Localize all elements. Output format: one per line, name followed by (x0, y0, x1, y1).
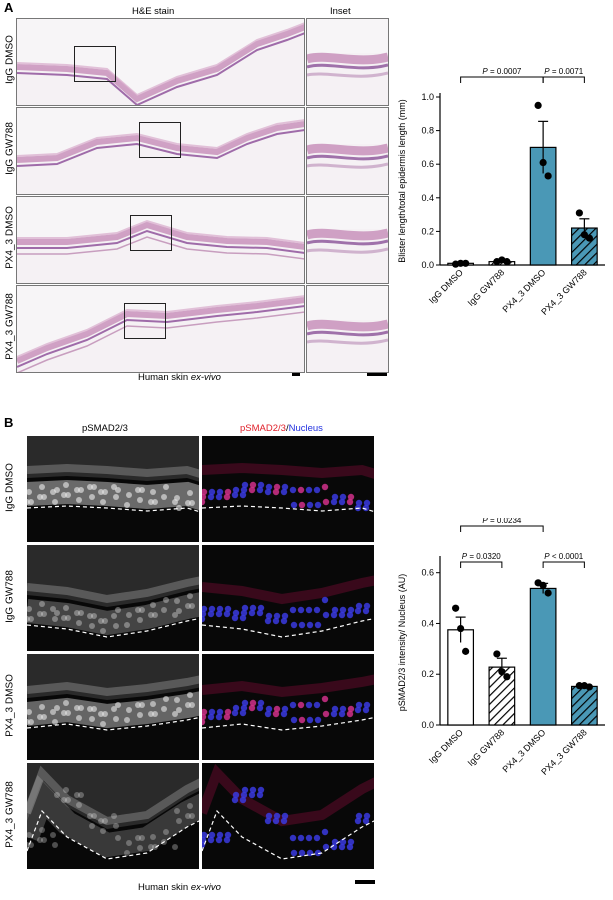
p-value-label: P = 0.0071 (544, 67, 583, 76)
p-value-label: P < 0.0001 (544, 552, 583, 561)
data-point (462, 259, 470, 267)
inset-region-box (124, 303, 166, 339)
he-row-label: PX4_3 GW788 (4, 293, 16, 360)
psmad-nucleus-merge-image (202, 545, 374, 651)
y-tick-label: 0.6 (421, 568, 434, 578)
significance-bracket (542, 561, 585, 568)
data-point (575, 682, 583, 690)
y-tick-label: 0.4 (421, 193, 434, 203)
y-tick-label: 1.0 (421, 92, 434, 102)
y-tick-label: 0.0 (421, 720, 434, 730)
inset-micrograph (306, 285, 389, 373)
he-scale-bar (292, 373, 300, 376)
significance-bracket (542, 76, 585, 83)
data-point (544, 589, 552, 597)
gray-column-title: pSMAD2/3 (82, 423, 128, 434)
panel-a-letter: A (4, 0, 14, 15)
bar (570, 685, 598, 726)
inset-scale-bar (367, 373, 387, 376)
x-tick-label: IgG GW788 (466, 727, 507, 768)
merge-column-title: pSMAD2/3/Nucleus (240, 423, 323, 434)
significance-bracket (460, 76, 544, 83)
psmad-intensity-chart: 0.0 0.2 0.4 0.6 pSMAD2/3 intensity/ Nucleus … (397, 518, 605, 777)
data-point (503, 673, 511, 681)
data-point (498, 668, 506, 676)
psmad-gray-image (27, 763, 199, 869)
psmad-gray-image (27, 545, 199, 651)
x-tick-label: IgG DMSO (427, 267, 465, 305)
psmad-gray-image (27, 436, 199, 542)
y-tick-label: 0.2 (421, 226, 434, 236)
p-value-label: P = 0.0007 (482, 67, 521, 76)
significance-bracket (460, 525, 544, 532)
x-tick-label: IgG GW788 (466, 267, 507, 308)
y-axis-label: pSMAD2/3 intensity/ Nucleus (AU) (397, 574, 407, 712)
inset-micrograph (306, 196, 389, 284)
data-point (539, 581, 547, 589)
data-point (457, 624, 465, 633)
data-point (493, 650, 501, 658)
y-axis-label: Blister length/total epidermis length (m… (397, 99, 407, 263)
he-micrograph (16, 18, 305, 106)
fluorescence-row-label: IgG GW788 (4, 570, 16, 623)
inset-micrograph (306, 107, 389, 195)
inset-region-box (74, 46, 116, 82)
p-value-label: P = 0.0320 (462, 552, 501, 561)
he-row-label: PX4_3 DMSO (4, 206, 16, 269)
psmad-nucleus-merge-image (202, 763, 374, 869)
psmad-nucleus-merge-image (202, 436, 374, 542)
data-point (452, 604, 460, 612)
x-tick-label: IgG DMSO (427, 727, 465, 765)
data-point (585, 234, 593, 242)
inset-region-box (139, 122, 181, 158)
significance-bracket (460, 561, 503, 568)
inset-region-box (130, 215, 172, 251)
panel-a-footer: Human skin ex-vivo (138, 372, 221, 383)
fluorescence-row-label: PX4_3 GW788 (4, 781, 16, 848)
data-point (457, 259, 465, 267)
he-micrograph (16, 196, 305, 284)
psmad-nucleus-merge-image (202, 654, 374, 760)
fluorescence-row-label: IgG DMSO (4, 463, 16, 512)
blister-length-chart: 0.0 0.2 0.4 0.6 0.8 1.0 Blister length/total e… (397, 67, 605, 317)
panel-b-letter: B (4, 415, 14, 430)
fluorescence-row-label: PX4_3 DMSO (4, 674, 16, 737)
y-tick-label: 0.4 (421, 618, 434, 628)
y-tick-label: 0.2 (421, 669, 434, 679)
bar (529, 587, 557, 726)
he-micrograph (16, 107, 305, 195)
fluorescence-scale-bar (355, 880, 375, 884)
data-point (462, 647, 470, 655)
data-point (534, 101, 542, 109)
psmad-gray-image (27, 654, 199, 760)
he-column-title: H&E stain (132, 6, 175, 17)
data-point (575, 209, 583, 217)
inset-micrograph (306, 18, 389, 106)
he-micrograph (16, 285, 305, 373)
data-point (539, 158, 547, 167)
inset-column-title: Inset (330, 6, 351, 17)
y-tick-label: 0.6 (421, 159, 434, 169)
data-point (503, 258, 511, 266)
p-value-label: P = 0.0234 (482, 518, 521, 525)
he-row-label: IgG DMSO (4, 35, 16, 84)
y-tick-label: 0.0 (421, 260, 434, 270)
y-tick-label: 0.8 (421, 126, 434, 136)
bar (447, 629, 475, 726)
data-point (544, 172, 552, 180)
data-point (585, 683, 593, 691)
panel-b-footer: Human skin ex-vivo (138, 882, 221, 893)
he-row-label: IgG GW788 (4, 122, 16, 175)
